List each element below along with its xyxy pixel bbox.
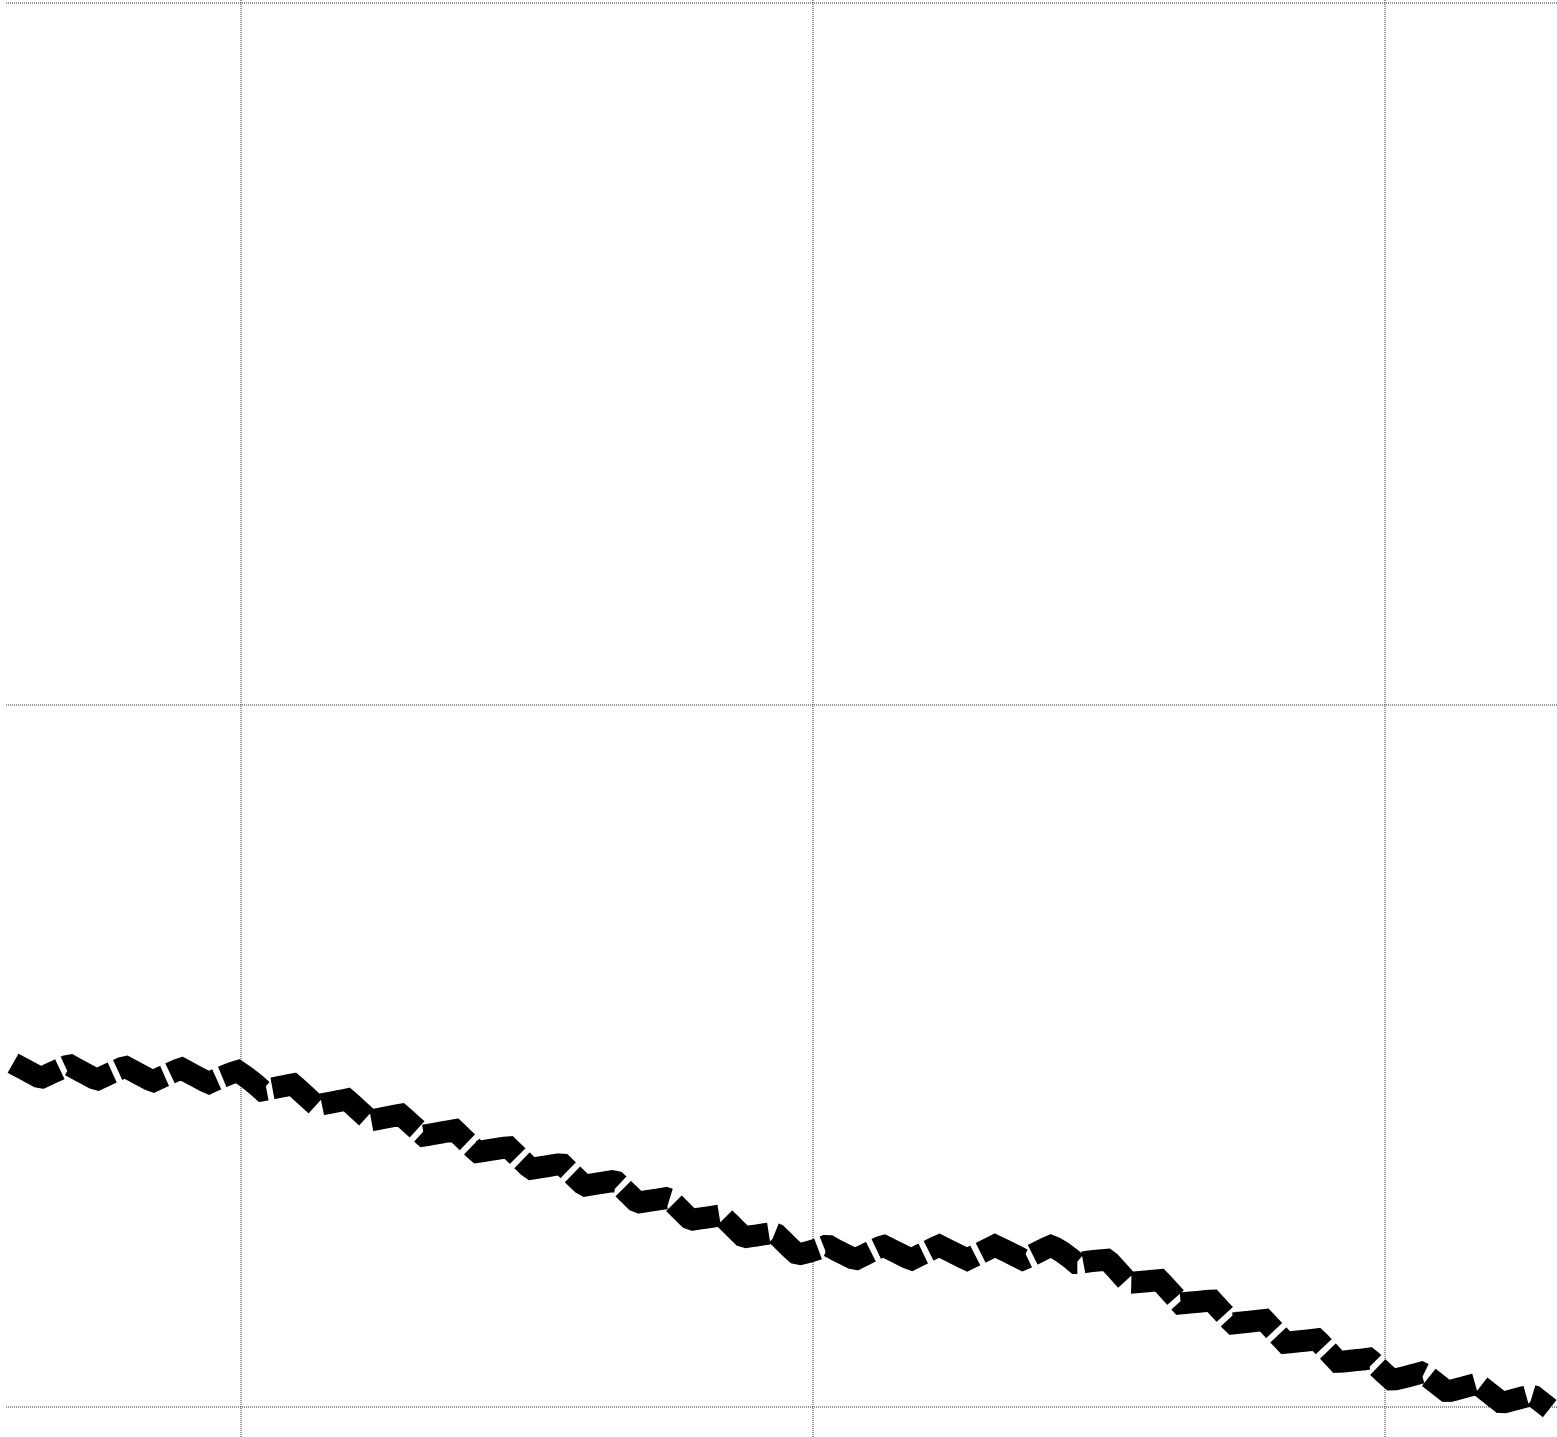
grid-lines (6, 0, 1557, 1437)
series-line (7, 1053, 1557, 1418)
